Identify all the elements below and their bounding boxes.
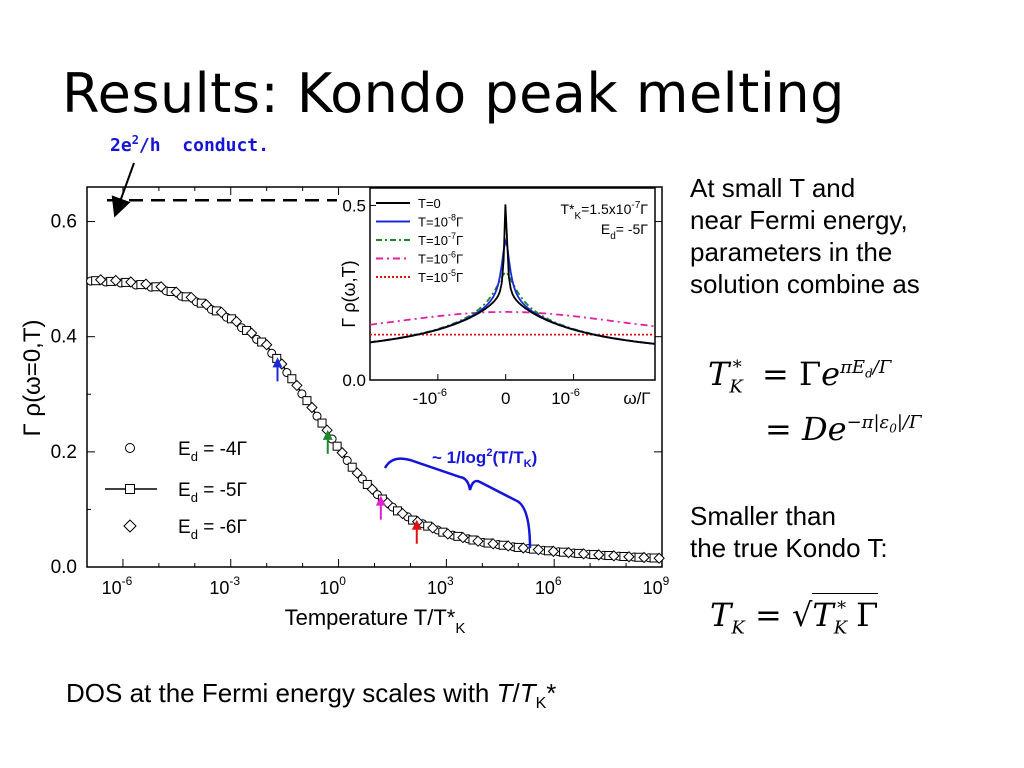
x-tick-label: 100 xyxy=(319,574,346,598)
y-tick-label: 0.4 xyxy=(51,327,78,348)
footer-text: DOS at the Fermi energy scales with T/TK… xyxy=(66,678,557,713)
marker-circle xyxy=(312,411,322,421)
equation-tk-star-1: TK* = ΓeπEd/Γ xyxy=(708,355,892,398)
marker-diamond xyxy=(200,298,213,311)
marker-diamond xyxy=(260,339,273,351)
x-axis-label: Temperature T/T*K xyxy=(285,605,466,637)
paragraph-parameters: At small T and near Fermi energy, parame… xyxy=(690,172,920,300)
marker-square xyxy=(332,441,342,451)
marker-circle xyxy=(342,456,352,466)
inset-legend-label: T=10-6Γ xyxy=(418,250,463,267)
para1-line3: parameters in the xyxy=(690,237,893,267)
marker-square xyxy=(317,418,327,428)
marker-diamond xyxy=(562,546,575,559)
paragraph-smaller: Smaller than the true Kondo T: xyxy=(690,500,888,564)
inset-x-axis-label: ω/Γ xyxy=(623,389,650,408)
y-tick-label: 0.2 xyxy=(51,442,77,463)
inset-series-T=10-6Γ xyxy=(369,311,656,328)
slide-title: Results: Kondo peak melting xyxy=(62,62,845,125)
inset-series-T=0 xyxy=(369,204,656,345)
marker-diamond xyxy=(110,274,122,287)
inset-legend-label: T=10-5Γ xyxy=(418,268,463,285)
para1-line4: solution combine as xyxy=(690,269,920,299)
marker-square xyxy=(362,479,372,489)
marker-diamond xyxy=(638,551,650,564)
marker-diamond xyxy=(94,274,107,286)
marker-diamond xyxy=(336,447,348,459)
equation-tk: TK = √TK* Γ xyxy=(710,593,879,638)
marker-square xyxy=(302,396,312,406)
inset-legend-label: T=10-7Γ xyxy=(418,231,463,248)
para2-line2: the true Kondo T: xyxy=(690,533,888,563)
marker-diamond xyxy=(155,281,167,293)
marker-diamond xyxy=(306,401,318,414)
marker-diamond xyxy=(170,286,182,298)
marker-diamond xyxy=(125,276,137,288)
inset-y-tick-label: 0.0 xyxy=(342,371,366,390)
marker-diamond xyxy=(442,528,454,540)
para1-line1: At small T and xyxy=(690,173,856,203)
marker-diamond xyxy=(230,315,243,328)
conductance-note: 2e2/h conduct. xyxy=(110,133,269,156)
para2-line1: Smaller than xyxy=(690,501,836,531)
marker-diamond xyxy=(245,327,258,339)
inset-legend-label: T=10-8Γ xyxy=(418,213,463,230)
equation-tk-star-2: = De−π|ε0|/Γ xyxy=(765,410,922,448)
legend-marker-square xyxy=(125,484,135,494)
x-tick-label: 10-3 xyxy=(209,574,240,598)
inset-x-tick-label: 0 xyxy=(501,389,510,408)
marker-circle xyxy=(297,389,307,399)
inset-x-tick-label: -10-6 xyxy=(413,387,447,408)
para1-line2: near Fermi energy, xyxy=(690,205,908,235)
marker-diamond xyxy=(502,540,514,552)
marker-diamond xyxy=(608,550,620,562)
marker-diamond xyxy=(396,507,409,520)
marker-square xyxy=(287,374,297,384)
legend-marker-circle xyxy=(125,443,135,453)
arrowhead-red xyxy=(411,519,422,530)
arrowhead-green xyxy=(322,429,333,440)
inset-tk-annotation: T*K=1.5x10-7Γ xyxy=(560,200,648,222)
marker-square xyxy=(347,462,357,472)
legend-label: Ed = -5Γ xyxy=(178,480,247,505)
y-axis-label: Γ ρ(ω=0,T) xyxy=(19,320,46,437)
x-tick-label: 10-6 xyxy=(102,574,133,598)
marker-diamond xyxy=(351,467,363,479)
inset-y-axis-label: Γ ρ(ω,T) xyxy=(339,260,359,327)
arrowhead-blue xyxy=(272,357,283,368)
marker-diamond xyxy=(532,543,545,556)
marker-diamond xyxy=(623,551,635,563)
marker-diamond xyxy=(547,545,560,558)
inset-y-tick-label: 0.5 xyxy=(342,196,366,215)
marker-diamond xyxy=(185,291,197,304)
marker-diamond xyxy=(517,542,529,554)
marker-diamond xyxy=(653,552,665,564)
marker-diamond xyxy=(427,522,439,534)
x-tick-label: 103 xyxy=(427,574,454,598)
x-tick-label: 109 xyxy=(643,574,670,598)
marker-diamond xyxy=(366,483,379,495)
inset-legend-label: T=0 xyxy=(418,196,441,211)
marker-diamond xyxy=(593,549,605,561)
legend-marker-diamond xyxy=(123,519,137,533)
inset-x-tick-label: 10-6 xyxy=(551,387,580,408)
y-tick-label: 0.6 xyxy=(51,212,77,233)
x-tick-label: 106 xyxy=(535,574,562,598)
y-tick-label: 0.0 xyxy=(51,557,77,578)
decay-brace xyxy=(383,457,532,549)
legend-label: Ed = -4Γ xyxy=(178,439,247,464)
legend-label: Ed = -6Γ xyxy=(178,517,247,542)
marker-diamond xyxy=(457,531,469,544)
marker-diamond xyxy=(487,538,499,550)
marker-diamond xyxy=(577,548,590,560)
marker-diamond xyxy=(472,535,484,547)
arrowhead-magenta xyxy=(375,495,386,506)
brace-label: ~ 1/log2(T/TK) xyxy=(432,447,537,470)
marker-diamond xyxy=(215,306,228,319)
marker-diamond xyxy=(140,278,152,290)
marker-diamond xyxy=(291,379,303,392)
